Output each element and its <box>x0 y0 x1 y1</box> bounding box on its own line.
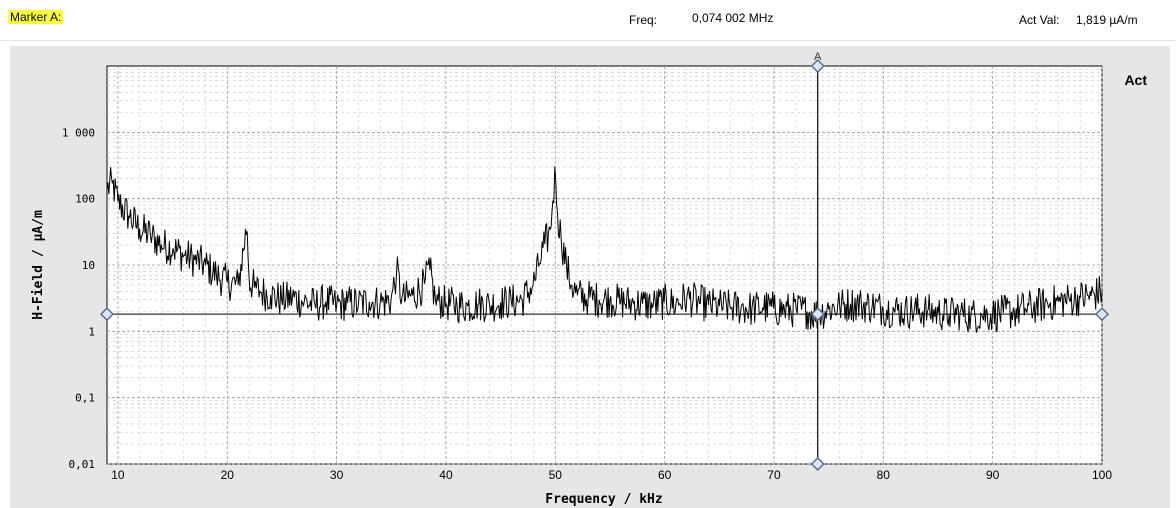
marker-handle-bottom[interactable] <box>810 457 825 471</box>
level-handle-left[interactable] <box>100 307 114 322</box>
marker-a-label: A <box>814 51 822 63</box>
y-tick-label: 10 <box>82 259 95 272</box>
x-tick-label: 60 <box>658 468 672 482</box>
act-value-label: Act Val: <box>1019 13 1060 27</box>
marker-handle-top[interactable] <box>810 59 825 73</box>
freq-value: 0,074 002 MHz <box>692 11 774 25</box>
freq-label: Freq: <box>629 13 658 27</box>
marker-readout-bar: Marker A: Freq: 0,074 002 MHz Act Val: 1… <box>0 0 1176 41</box>
x-tick-label: 80 <box>877 468 891 482</box>
y-axis-label: H-Field / µA/m <box>31 210 46 320</box>
x-tick-label: 90 <box>986 468 1000 482</box>
act-value: 1,819 µA/m <box>1076 13 1138 27</box>
level-handle-right[interactable] <box>1095 307 1109 322</box>
y-tick-label: 1 <box>88 325 95 338</box>
x-tick-label: 100 <box>1092 468 1112 482</box>
x-tick-label: 40 <box>439 468 453 482</box>
x-axis-ticks: 10 20 30 40 50 60 70 80 90 100 <box>111 468 1112 482</box>
y-tick-label: 100 <box>75 193 95 206</box>
x-tick-label: 50 <box>549 468 563 482</box>
spectrum-trace <box>106 166 1103 334</box>
x-tick-label: 10 <box>111 468 125 482</box>
y-tick-label: 0,1 <box>75 392 95 405</box>
trace-label: Act <box>1124 72 1147 88</box>
marker-handles[interactable] <box>100 59 1109 471</box>
y-axis-ticks: 0,01 0,1 1 10 100 1 000 <box>62 126 95 471</box>
y-tick-label: 1 000 <box>62 126 95 139</box>
x-axis-label: Frequency / kHz <box>545 492 662 507</box>
x-tick-label: 70 <box>767 468 781 482</box>
y-tick-label: 0,01 <box>69 458 96 471</box>
marker-handle-point[interactable] <box>810 307 825 322</box>
marker-label: Marker A: <box>8 10 64 24</box>
x-tick-label: 30 <box>330 468 344 482</box>
x-tick-label: 20 <box>221 468 235 482</box>
major-grid <box>107 66 1103 465</box>
